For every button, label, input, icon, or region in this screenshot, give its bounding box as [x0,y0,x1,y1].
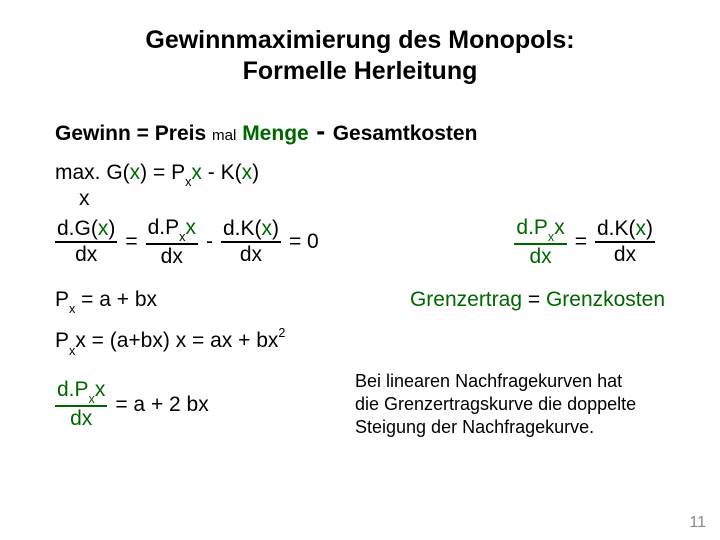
pxx-expansion: Pxx = (a+bx) x = ax + bx2 [55,328,665,355]
frac-dK-r: d.K(x) dx [595,218,655,266]
profit-equation-words: Gewinn = Preis mal Menge - Gesamtkosten [55,116,665,147]
derivative-row: d.Pxx dx = a + 2 bx Bei linearen Nachfra… [55,370,665,440]
foc-left: d.G(x) dx = d.Pxx dx - d.K(x) dx = 0 [55,217,319,268]
max-gx-line: max. G(x) = Pxx - K(x) x [55,161,259,187]
title-line2: Formelle Herleitung [243,57,478,85]
word-gesamtkosten: Gesamtkosten [333,122,478,145]
foc-right: d.Pxx dx = d.K(x) dx [514,217,655,268]
footer-note: Bei linearen Nachfragekurven hat die Gre… [355,370,665,440]
frac-dK: d.K(x) dx [221,218,281,266]
word-grenzertrag: Grenzertrag [410,288,522,311]
below-x: x [79,187,90,211]
slide-title: Gewinnmaximierung des Monopols: Formelle… [55,25,665,88]
word-mal: mal [212,127,236,144]
word-preis: Preis [155,122,212,145]
eq-zero: = 0 [289,230,319,254]
frac-dG: d.G(x) dx [55,218,117,266]
word-menge: Menge [236,122,308,145]
eq-sign: = [125,230,137,254]
page-number: 11 [689,514,706,532]
minus-sign: - [309,116,333,146]
px-grenz-row: Px = a + bx Grenzertrag = Grenzkosten [55,288,665,314]
minus-sign: - [206,230,213,254]
deriv-rest: = a + 2 bx [115,393,208,417]
word-gewinn: Gewinn [55,122,131,145]
frac-dPxx: d.Pxx dx [146,217,198,268]
title-line1: Gewinnmaximierung des Monopols: [145,26,574,54]
eq-sign: = [131,122,155,145]
grenz-line: Grenzertrag = Grenzkosten [410,288,665,312]
px-line: Px = a + bx [55,288,157,314]
word-grenzkosten: Grenzkosten [546,288,665,311]
eq-sign: = [575,230,587,254]
derivative-left: d.Pxx dx = a + 2 bx [55,379,209,430]
frac-dPxx-final: d.Pxx dx [55,379,107,430]
frac-dPxx-r: d.Pxx dx [514,217,566,268]
foc-row: d.G(x) dx = d.Pxx dx - d.K(x) dx = 0 d.P… [55,217,665,282]
